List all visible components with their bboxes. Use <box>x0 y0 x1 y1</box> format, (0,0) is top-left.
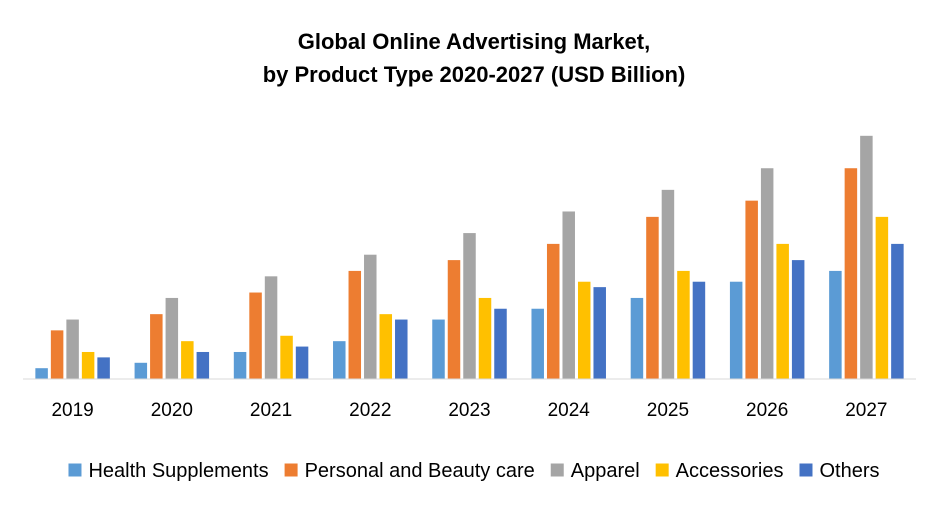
bar-personal-and-beauty-care-2020 <box>150 314 163 379</box>
bar-others-2025 <box>692 281 706 379</box>
legend-label: Apparel <box>571 460 640 482</box>
bars-group <box>35 135 904 379</box>
legend-item: Personal and Beauty care <box>284 460 535 482</box>
bar-accessories-2023 <box>478 297 492 379</box>
x-tick-label: 2023 <box>448 400 490 421</box>
bar-health-supplements-2027 <box>829 270 842 379</box>
bar-others-2024 <box>593 287 606 379</box>
bar-apparel-2021 <box>264 276 278 379</box>
bar-personal-and-beauty-care-2027 <box>844 168 858 379</box>
x-tick-label: 2025 <box>647 400 689 421</box>
x-tick-label: 2026 <box>746 400 788 421</box>
legend-label: Health Supplements <box>88 460 268 482</box>
bar-apparel-2025 <box>661 189 675 379</box>
bar-health-supplements-2023 <box>432 319 445 379</box>
bar-others-2019 <box>97 357 110 379</box>
bar-personal-and-beauty-care-2024 <box>546 243 560 379</box>
bar-health-supplements-2019 <box>35 368 48 379</box>
bar-accessories-2020 <box>181 341 194 379</box>
chart-title-line2: by Product Type 2020-2027 (USD Billion) <box>263 62 686 87</box>
bar-accessories-2027 <box>875 216 889 379</box>
bar-accessories-2021 <box>280 335 293 379</box>
bar-accessories-2024 <box>577 281 591 379</box>
bar-personal-and-beauty-care-2025 <box>646 216 659 379</box>
legend-swatch <box>655 463 669 477</box>
legend-item: Others <box>799 460 880 482</box>
chart-title-line1: Global Online Advertising Market, <box>298 29 650 54</box>
bar-others-2020 <box>196 351 210 379</box>
bar-others-2026 <box>791 260 805 379</box>
bar-apparel-2022 <box>364 254 377 379</box>
legend-label: Others <box>819 460 879 482</box>
bar-health-supplements-2022 <box>333 341 346 379</box>
x-tick-label: 2021 <box>250 400 292 421</box>
legend-swatch <box>284 463 298 477</box>
legend-item: Accessories <box>655 460 784 482</box>
bar-others-2022 <box>395 319 408 379</box>
legend-swatch <box>799 463 813 477</box>
x-tick-label: 2027 <box>845 400 887 421</box>
bar-health-supplements-2026 <box>729 281 743 379</box>
bar-personal-and-beauty-care-2022 <box>348 270 362 379</box>
x-tick-label: 2019 <box>51 400 93 421</box>
x-tick-label: 2022 <box>349 400 391 421</box>
bar-apparel-2023 <box>463 233 476 379</box>
bar-apparel-2020 <box>165 297 179 379</box>
bar-health-supplements-2025 <box>630 297 644 379</box>
bar-personal-and-beauty-care-2026 <box>745 200 758 379</box>
bar-apparel-2027 <box>860 135 873 379</box>
bar-health-supplements-2024 <box>531 308 544 379</box>
bar-others-2021 <box>295 346 309 379</box>
bar-accessories-2022 <box>379 314 393 379</box>
bar-accessories-2025 <box>677 270 690 379</box>
bar-apparel-2026 <box>760 168 774 379</box>
bar-others-2023 <box>494 308 507 379</box>
legend-item: Health Supplements <box>68 460 269 482</box>
legend: Health Supplements Personal and Beauty ca… <box>68 460 880 482</box>
bar-health-supplements-2020 <box>134 362 148 379</box>
bar-accessories-2019 <box>81 351 95 379</box>
legend-swatch <box>550 463 564 477</box>
bar-personal-and-beauty-care-2023 <box>447 260 461 379</box>
bar-personal-and-beauty-care-2021 <box>249 292 262 379</box>
legend-label: Personal and Beauty care <box>305 460 535 482</box>
x-tick-label: 2024 <box>548 400 591 421</box>
bar-apparel-2024 <box>562 211 575 379</box>
x-tick-label: 2020 <box>151 400 193 421</box>
x-tick-labels: 2019 2020 2021 2022 2023 2024 2025 2026 2027 <box>51 400 887 421</box>
bar-health-supplements-2021 <box>233 351 247 379</box>
legend-swatch <box>68 463 82 477</box>
bar-apparel-2019 <box>66 319 79 379</box>
bar-accessories-2026 <box>776 243 789 379</box>
bar-personal-and-beauty-care-2019 <box>50 330 64 379</box>
legend-label: Accessories <box>676 460 784 482</box>
legend-item: Apparel <box>550 460 640 482</box>
bar-others-2027 <box>891 243 904 379</box>
